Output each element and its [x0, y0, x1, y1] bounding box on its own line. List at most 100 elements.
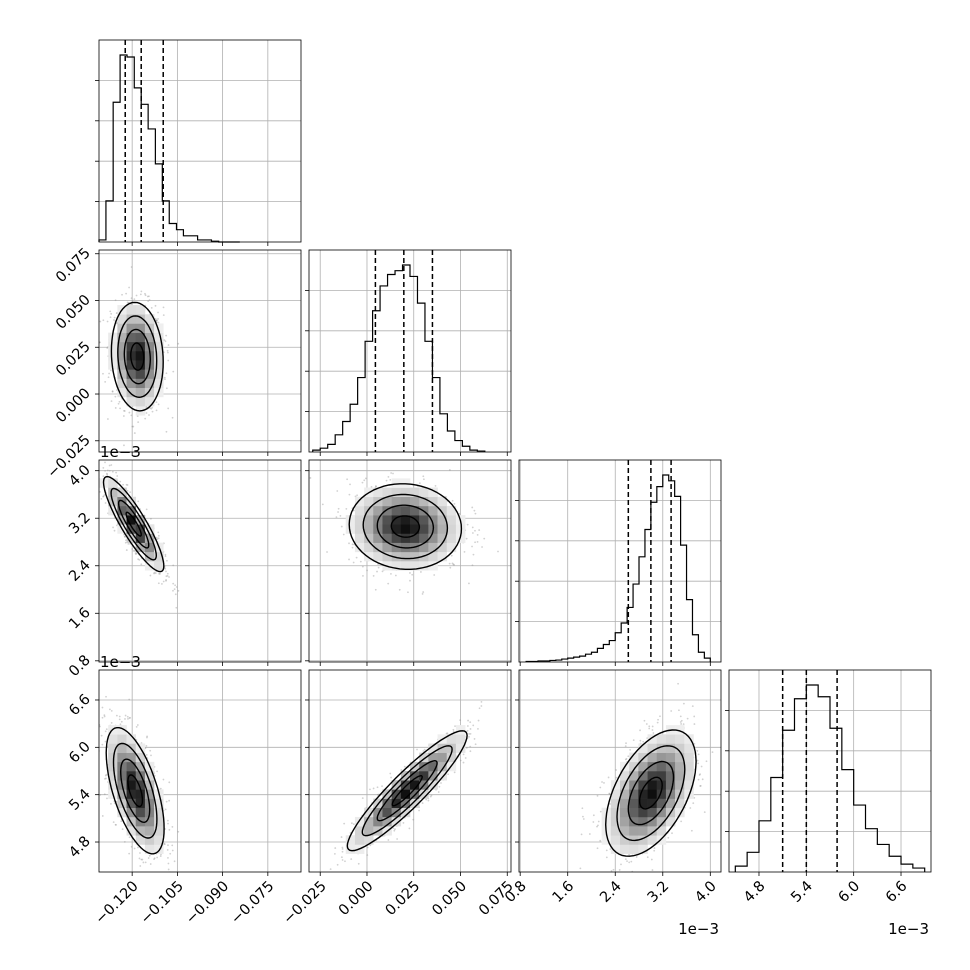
density-cell: [419, 771, 429, 781]
density-cell: [126, 396, 137, 407]
scatter-point: [466, 725, 469, 727]
scatter-point: [372, 574, 375, 577]
density-cell: [117, 360, 127, 370]
scatter-point: [123, 535, 126, 538]
density-cell: [108, 743, 118, 753]
density-cell: [135, 314, 146, 324]
scatter-point: [133, 432, 136, 434]
density-cell: [638, 826, 648, 836]
scatter-point: [463, 550, 466, 553]
contour-line: [346, 730, 468, 852]
scatter-point: [113, 529, 116, 532]
density-cell: [684, 752, 694, 763]
scatter-point: [106, 469, 109, 472]
scatter-point: [646, 856, 649, 859]
scatter-point: [474, 512, 477, 515]
density-cell: [144, 378, 155, 389]
scatter-point: [421, 802, 424, 804]
density-cell: [428, 515, 438, 525]
scatter-point: [113, 319, 115, 321]
scatter-point: [104, 730, 107, 733]
scatter-point: [446, 732, 449, 735]
scatter-point: [128, 698, 131, 701]
density-cell: [373, 487, 383, 498]
density-cell: [391, 561, 402, 571]
scatter-point: [166, 575, 169, 577]
scatter-point: [374, 485, 377, 487]
scatter-point: [126, 489, 129, 492]
scatter-point: [693, 715, 696, 718]
scatter-point: [418, 482, 421, 485]
scatter-point: [150, 517, 152, 520]
scatter-point: [422, 750, 425, 752]
scatter-point: [385, 479, 388, 482]
density-cell: [364, 515, 374, 525]
density-cell: [135, 761, 146, 772]
density-cell: [126, 771, 137, 781]
contour-line: [125, 511, 142, 537]
scatter-point: [451, 499, 454, 502]
scatter-point: [412, 818, 415, 821]
scatter-point: [699, 784, 702, 787]
contour-line: [376, 504, 435, 549]
scatter-point: [132, 549, 135, 552]
scatter-point: [111, 470, 114, 473]
scatter-point: [96, 475, 98, 477]
scatter-point: [96, 483, 98, 485]
scatter-point: [624, 745, 627, 748]
density-cell: [629, 761, 639, 772]
scatter-point: [390, 472, 393, 474]
scatter-point: [124, 535, 127, 538]
scatter-point: [173, 860, 176, 863]
scatter-point: [128, 411, 131, 414]
scatter-point: [597, 820, 600, 823]
scatter-point: [130, 266, 133, 268]
scatter-point: [171, 844, 174, 847]
scatter-point: [418, 809, 420, 812]
scatter-point: [409, 579, 411, 582]
density-cell: [364, 551, 374, 562]
scatter-point: [101, 743, 104, 746]
density-cell: [684, 734, 694, 744]
scatter-point: [608, 793, 611, 795]
scatter-point: [145, 508, 148, 511]
panel-content: [329, 700, 483, 871]
density-cell: [364, 807, 374, 818]
density-cell: [647, 798, 658, 809]
scatter-point: [90, 484, 92, 486]
scatter-point: [124, 714, 127, 717]
scatter-point: [150, 407, 153, 410]
scatter-point: [122, 483, 124, 486]
density-cell: [620, 816, 630, 827]
scatter-point: [167, 822, 169, 825]
scatter-point: [346, 478, 349, 481]
scatter-point: [340, 836, 343, 838]
density-cell: [656, 780, 667, 790]
scatter-point: [123, 840, 126, 843]
scatter-point: [376, 570, 378, 573]
scatter-point: [102, 495, 105, 497]
density-cell: [126, 314, 137, 324]
density-cell: [382, 487, 392, 498]
density-cell: [108, 341, 118, 352]
scatter-point: [459, 719, 462, 722]
histogram-panel-0: [95, 39, 302, 246]
scatter-point: [165, 372, 168, 375]
scatter-point: [437, 791, 440, 793]
density-cell: [108, 487, 118, 498]
density-cell: [382, 798, 392, 809]
density-cell: [638, 752, 648, 763]
scatter-point: [650, 858, 653, 861]
scatter-point: [165, 387, 168, 390]
scatter-point: [608, 792, 611, 795]
scatter-point: [131, 425, 134, 428]
scatter-point: [137, 500, 140, 503]
scatter-point: [329, 868, 332, 871]
scatter-point: [174, 593, 177, 596]
density-cell: [410, 771, 420, 781]
scatter-point: [107, 376, 110, 379]
scatter-point: [447, 773, 450, 776]
density-cell: [647, 789, 658, 799]
scatter-point: [422, 475, 425, 478]
scatter-point: [107, 418, 109, 420]
